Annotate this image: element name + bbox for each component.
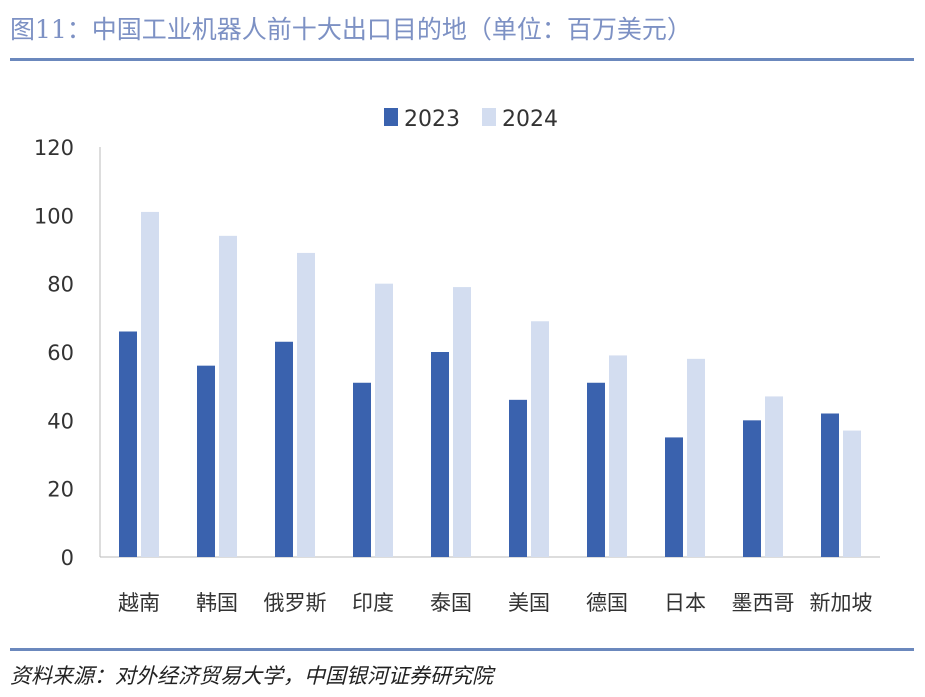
bar-2023 bbox=[119, 331, 137, 557]
source-note: 资料来源：对外经济贸易大学，中国银河证券研究院 bbox=[10, 664, 493, 688]
bar-2024 bbox=[297, 252, 315, 557]
y-tick-label: 0 bbox=[61, 546, 74, 570]
x-tick-label: 韩国 bbox=[196, 591, 238, 615]
legend-swatch-2023 bbox=[384, 108, 398, 126]
x-tick-label: 德国 bbox=[586, 591, 628, 615]
bar-2024 bbox=[219, 235, 237, 558]
bar-2023 bbox=[587, 382, 605, 557]
y-tick-label: 60 bbox=[47, 341, 74, 365]
x-tick-label: 墨西哥 bbox=[732, 591, 795, 615]
legend-label-2023: 2023 bbox=[404, 107, 460, 132]
x-tick-label: 新加坡 bbox=[810, 591, 873, 615]
bar-2023 bbox=[431, 352, 449, 557]
x-tick-label: 日本 bbox=[664, 591, 706, 615]
y-tick-label: 20 bbox=[47, 478, 74, 502]
legend-swatch-2024 bbox=[482, 108, 496, 126]
bar-2023 bbox=[743, 420, 761, 557]
bar-2024 bbox=[843, 430, 861, 557]
title-divider bbox=[10, 58, 914, 61]
source-divider bbox=[10, 648, 914, 651]
x-tick-label: 越南 bbox=[118, 591, 160, 615]
y-tick-label: 40 bbox=[47, 409, 74, 433]
bar-2024 bbox=[375, 283, 393, 557]
bar-2023 bbox=[275, 341, 293, 557]
bar-2024 bbox=[765, 396, 783, 557]
bar-2024 bbox=[141, 211, 159, 557]
x-tick-label: 美国 bbox=[508, 591, 550, 615]
bar-chart: 0 20 40 60 80 100 120 越南 韩国 俄罗斯 印度 泰国 美国 德国 日本 墨西哥 新加坡 20… bbox=[34, 107, 880, 615]
x-tick-label: 泰国 bbox=[430, 591, 472, 615]
bar-2023 bbox=[509, 399, 527, 557]
bar-2023 bbox=[353, 382, 371, 557]
y-tick-label: 120 bbox=[34, 136, 74, 160]
y-tick-label: 80 bbox=[47, 273, 74, 297]
bar-2023 bbox=[665, 437, 683, 557]
x-tick-label: 俄罗斯 bbox=[264, 591, 327, 615]
bar-2023 bbox=[821, 413, 839, 557]
bar-2024 bbox=[453, 287, 471, 557]
y-tick-label: 100 bbox=[34, 204, 74, 228]
x-tick-label: 印度 bbox=[352, 591, 394, 615]
figure-title: 图11：中国工业机器人前十大出口目的地（单位：百万美元） bbox=[10, 15, 692, 44]
legend-label-2024: 2024 bbox=[502, 107, 558, 132]
bar-2024 bbox=[609, 355, 627, 557]
bar-2024 bbox=[687, 358, 705, 557]
bar-2024 bbox=[531, 321, 549, 557]
bar-2023 bbox=[197, 365, 215, 557]
